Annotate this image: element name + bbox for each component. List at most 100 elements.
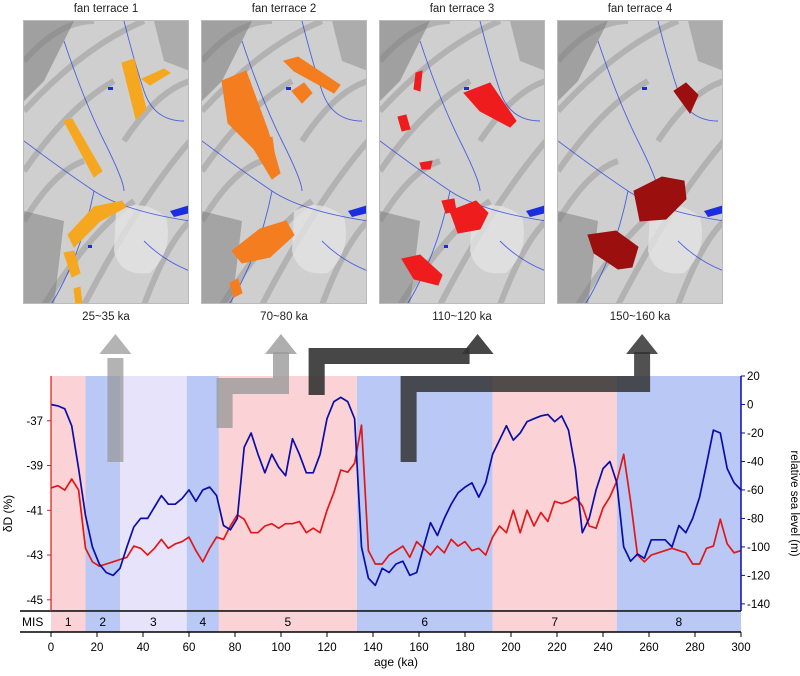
right-tick-label: -80 xyxy=(747,513,764,525)
relief-shadow xyxy=(380,21,430,101)
fan-terrace-area xyxy=(63,250,81,278)
relief-ridge xyxy=(141,218,188,303)
mis-row-band xyxy=(616,612,741,632)
fan-terrace-area xyxy=(419,160,433,170)
relief-ridge xyxy=(675,218,722,303)
x-axis-label: age (ka) xyxy=(374,655,418,669)
relief-shadow xyxy=(688,21,722,71)
x-tick-label: 240 xyxy=(593,642,612,654)
x-tick-label: 40 xyxy=(137,642,150,654)
arrow-3-shaft xyxy=(308,348,470,395)
mis-row-band xyxy=(85,612,120,632)
right-tick-label: -20 xyxy=(747,428,764,440)
x-tick-label: 120 xyxy=(317,642,336,654)
arrow-3-head xyxy=(461,334,494,354)
right-tick-label: 0 xyxy=(747,399,753,411)
age-label: 70~80 ka xyxy=(260,311,308,323)
x-tick-label: 0 xyxy=(48,642,54,654)
fan-terrace-area xyxy=(259,136,277,170)
fan-terrace-area xyxy=(441,198,457,214)
mis-stage-label: 8 xyxy=(676,615,683,629)
river-line xyxy=(143,240,188,271)
left-tick-label: -43 xyxy=(26,550,43,562)
x-tick-label: 20 xyxy=(91,642,104,654)
left-tick-label: -45 xyxy=(26,595,43,607)
mis-row-band xyxy=(218,612,357,632)
river-line xyxy=(241,40,303,192)
urban-area xyxy=(648,205,702,274)
right-axis-label: relative sea level (m) xyxy=(788,450,800,556)
panel-title: fan terrace 2 xyxy=(251,3,317,15)
fan-terrace-area xyxy=(63,118,103,178)
relief-ridge xyxy=(380,21,502,114)
left-tick-label: -41 xyxy=(26,505,43,517)
relief-shadow xyxy=(202,21,252,101)
relief-ridge xyxy=(319,218,366,303)
fan-terrace-area xyxy=(229,278,243,298)
x-tick-label: 160 xyxy=(409,642,428,654)
relief-ridge xyxy=(202,158,264,223)
fan-terrace-area xyxy=(673,82,699,114)
fan-terrace-area xyxy=(121,58,147,120)
arrow-4-shaft xyxy=(400,352,651,462)
mis-stage-label: 2 xyxy=(99,615,106,629)
x-tick-label: 180 xyxy=(455,642,474,654)
left-axis-label: δD (%) xyxy=(1,495,15,532)
arrow-2-shaft xyxy=(216,352,289,428)
x-tick-label: 220 xyxy=(547,642,566,654)
relief-shadow xyxy=(380,211,420,303)
fan-terrace-area xyxy=(291,82,313,104)
fan-terrace-area xyxy=(401,254,443,286)
mis-row-band xyxy=(492,612,617,632)
age-label: 110~120 ka xyxy=(432,311,492,323)
relief-shadow xyxy=(24,21,74,101)
arrow-4-head xyxy=(626,334,659,354)
x-tick-label: 60 xyxy=(183,642,196,654)
reservoir xyxy=(286,87,291,90)
river-line xyxy=(677,240,722,271)
urban-area xyxy=(114,205,168,274)
fan-terrace-area xyxy=(397,114,411,132)
relief-ridge xyxy=(497,218,544,303)
reservoir xyxy=(704,205,722,217)
arrow-1-shaft xyxy=(107,358,124,462)
mis-stage-label: 5 xyxy=(285,615,292,629)
right-tick-label: -100 xyxy=(747,542,770,554)
mis-stage-label: 3 xyxy=(150,615,157,629)
river-line xyxy=(229,190,273,303)
terrain-map-icon xyxy=(23,20,189,304)
river-line xyxy=(321,240,366,271)
relief-ridge xyxy=(380,78,472,173)
x-tick-label: 300 xyxy=(731,642,750,654)
age-label: 25~35 ka xyxy=(82,311,130,323)
x-tick-label: 80 xyxy=(229,642,242,654)
mis-stage-label: 6 xyxy=(421,615,428,629)
sea-level-series-line xyxy=(50,396,742,587)
mis-stage-label: 4 xyxy=(199,615,206,629)
mis-stage-band xyxy=(51,376,86,611)
arrow-2-head xyxy=(265,334,297,354)
relief-ridge xyxy=(24,21,146,114)
mis-stage-label: 7 xyxy=(551,615,558,629)
relief-ridge xyxy=(202,21,324,114)
mis-stage-band xyxy=(120,376,187,611)
relief-ridge xyxy=(24,78,116,173)
relief-ridge xyxy=(558,78,650,173)
x-tick-label: 200 xyxy=(501,642,520,654)
relief-ridge xyxy=(121,78,188,143)
mis-row-band xyxy=(356,612,493,632)
relief-shadow xyxy=(202,211,242,303)
river-line xyxy=(301,21,363,122)
relief-shadow xyxy=(332,21,366,71)
left-tick-label: -37 xyxy=(26,416,43,428)
mis-stage-label: 1 xyxy=(65,615,72,629)
fan-terrace-area xyxy=(633,176,687,222)
relief-ridge xyxy=(477,78,544,143)
x-tick-label: 280 xyxy=(685,642,704,654)
terrain-map-icon xyxy=(557,20,723,304)
fan-terrace-area xyxy=(283,56,341,94)
river-line xyxy=(585,190,629,303)
age-label: 150~160 ka xyxy=(609,311,671,323)
fan-terrace-area xyxy=(231,220,295,264)
